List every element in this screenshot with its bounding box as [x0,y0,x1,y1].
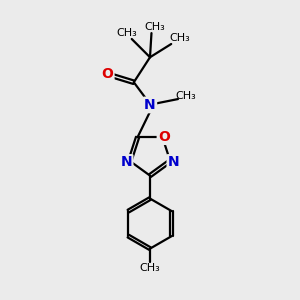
Text: N: N [168,155,179,170]
Text: CH₃: CH₃ [116,28,137,38]
Text: O: O [158,130,170,144]
Text: CH₃: CH₃ [145,22,165,32]
Text: N: N [121,155,132,170]
Text: CH₃: CH₃ [170,33,190,43]
Text: CH₃: CH₃ [176,91,196,100]
Text: CH₃: CH₃ [140,263,160,273]
Text: N: N [144,98,156,112]
Text: O: O [101,67,113,81]
